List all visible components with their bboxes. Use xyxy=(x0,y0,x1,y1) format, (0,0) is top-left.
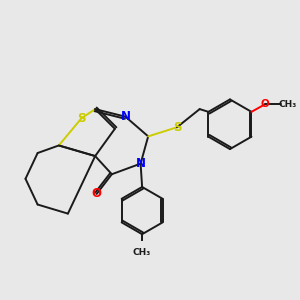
Text: O: O xyxy=(261,99,269,109)
Text: O: O xyxy=(92,188,102,200)
Text: S: S xyxy=(77,112,86,125)
Text: N: N xyxy=(136,157,146,170)
Text: S: S xyxy=(173,121,181,134)
Text: CH₃: CH₃ xyxy=(278,100,297,109)
Text: N: N xyxy=(121,110,130,123)
Text: CH₃: CH₃ xyxy=(133,248,151,257)
